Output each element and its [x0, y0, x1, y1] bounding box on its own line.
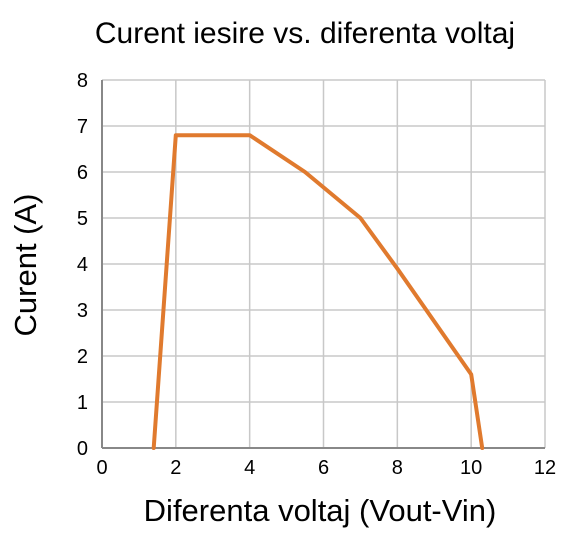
y-tick-label: 2 [77, 346, 88, 368]
y-tick-label: 5 [77, 208, 88, 230]
x-tick-label: 6 [318, 457, 329, 479]
x-tick-label: 4 [244, 457, 255, 479]
y-tick-label: 4 [77, 254, 88, 276]
series-line-0 [151, 133, 485, 450]
x-tick-label: 12 [534, 457, 556, 479]
y-tick-label: 1 [77, 392, 88, 414]
series-layer [151, 133, 485, 450]
y-tick-label: 6 [77, 162, 88, 184]
y-tick-label: 3 [77, 300, 88, 322]
y-tick-label: 7 [77, 116, 88, 138]
x-axis-label: Diferenta voltaj (Vout-Vin) [144, 493, 497, 528]
x-tick-label: 10 [460, 457, 482, 479]
chart-title: Curent iesire vs. diferenta voltaj [95, 17, 515, 50]
y-tick-label: 8 [77, 70, 88, 92]
x-tick-label: 2 [170, 457, 181, 479]
axis-layer [101, 80, 545, 449]
y-axis-label: Curent (A) [8, 194, 43, 337]
y-tick-label: 0 [77, 438, 88, 460]
x-tick-label: 8 [392, 457, 403, 479]
x-tick-label: 0 [96, 457, 107, 479]
